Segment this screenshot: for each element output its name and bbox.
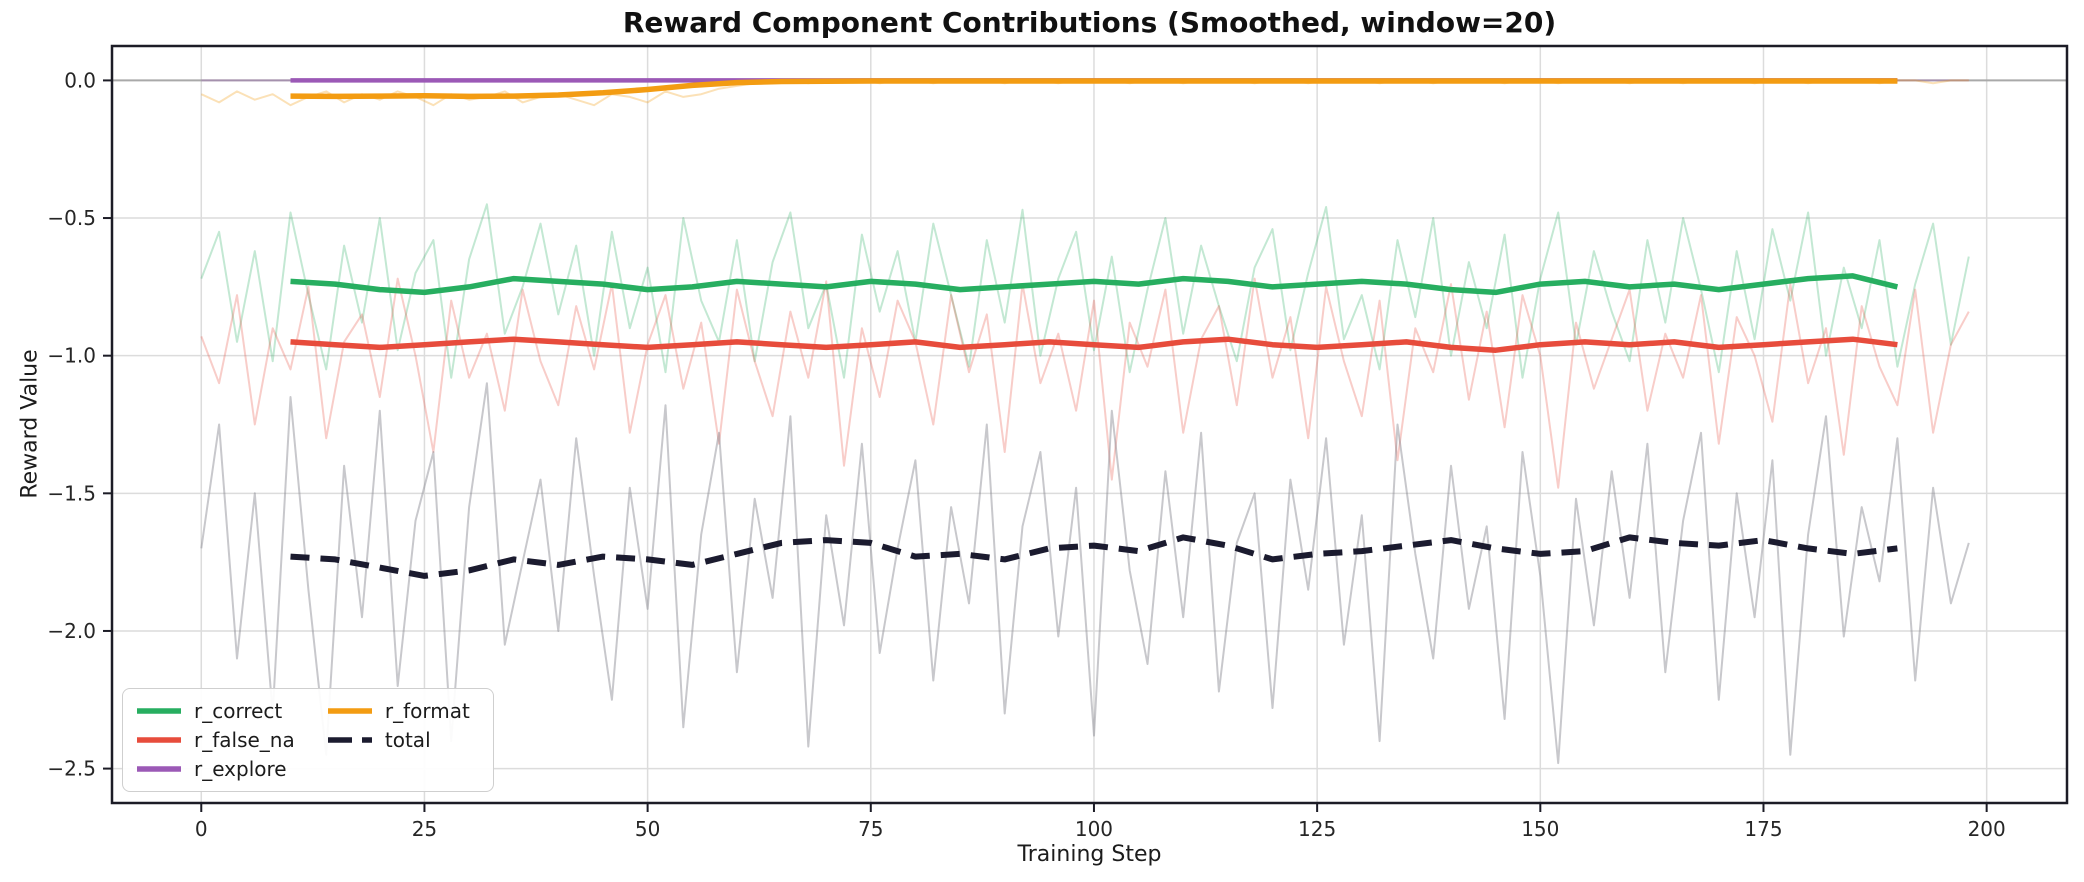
smoothed-line-r_correct: [290, 273, 1899, 296]
legend-swatch-r_format: [327, 708, 372, 715]
legend-item-r_explore: r_explore: [137, 754, 304, 783]
smoothed-line-r_false_na: [290, 336, 1898, 353]
x-tick-label: 25: [412, 817, 437, 841]
x-tick-label: 200: [1968, 817, 2006, 841]
raw-line-r_false_na: [200, 277, 1970, 489]
y-tick-label: −0.5: [47, 206, 96, 230]
legend-label-r_correct: r_correct: [194, 699, 283, 724]
x-tick-label: 0: [195, 817, 208, 841]
x-tick-label: 125: [1298, 817, 1336, 841]
x-tick-label: 175: [1744, 817, 1782, 841]
legend-item-r_correct: r_correct: [137, 697, 304, 726]
y-tick-label: −1.0: [47, 344, 96, 368]
legend-item-r_format: r_format: [327, 697, 479, 726]
smoothed-line-total: [290, 534, 1898, 579]
legend-label-total: total: [384, 727, 431, 752]
legend-item-total: total: [327, 726, 479, 755]
legend-item-r_false_na: r_false_na: [137, 726, 304, 755]
y-tick-label: −2.5: [47, 757, 96, 781]
axes-spines: [110, 44, 2069, 805]
x-tick-label: 150: [1521, 817, 1559, 841]
y-axis-label: Reward Value: [17, 349, 43, 499]
y-tick-label: −2.0: [47, 619, 96, 643]
legend-label-r_format: r_format: [384, 699, 470, 724]
raw-line-r_format: [200, 79, 1969, 107]
legend-swatch-total: [327, 737, 372, 743]
y-tick-label: −1.5: [47, 481, 96, 505]
raw-line-total: [200, 382, 1970, 765]
raw-line-r_correct: [200, 203, 1970, 379]
legend-swatch-r_correct: [137, 708, 181, 715]
x-tick-label: 100: [1075, 817, 1113, 841]
legend-label-r_explore: r_explore: [194, 756, 287, 781]
legend-swatch-r_false_na: [137, 737, 181, 743]
x-axis-label: Training Step: [1017, 842, 1162, 867]
smoothed-line-r_format: [290, 78, 1898, 100]
legend-swatch-r_explore: [137, 765, 181, 772]
x-tick-label: 75: [858, 817, 883, 841]
x-tick-label: 50: [635, 817, 660, 841]
chart-title: Reward Component Contributions (Smoothed…: [622, 6, 1557, 39]
legend-label-r_false_na: r_false_na: [194, 727, 295, 752]
y-tick-label: 0.0: [64, 68, 96, 92]
